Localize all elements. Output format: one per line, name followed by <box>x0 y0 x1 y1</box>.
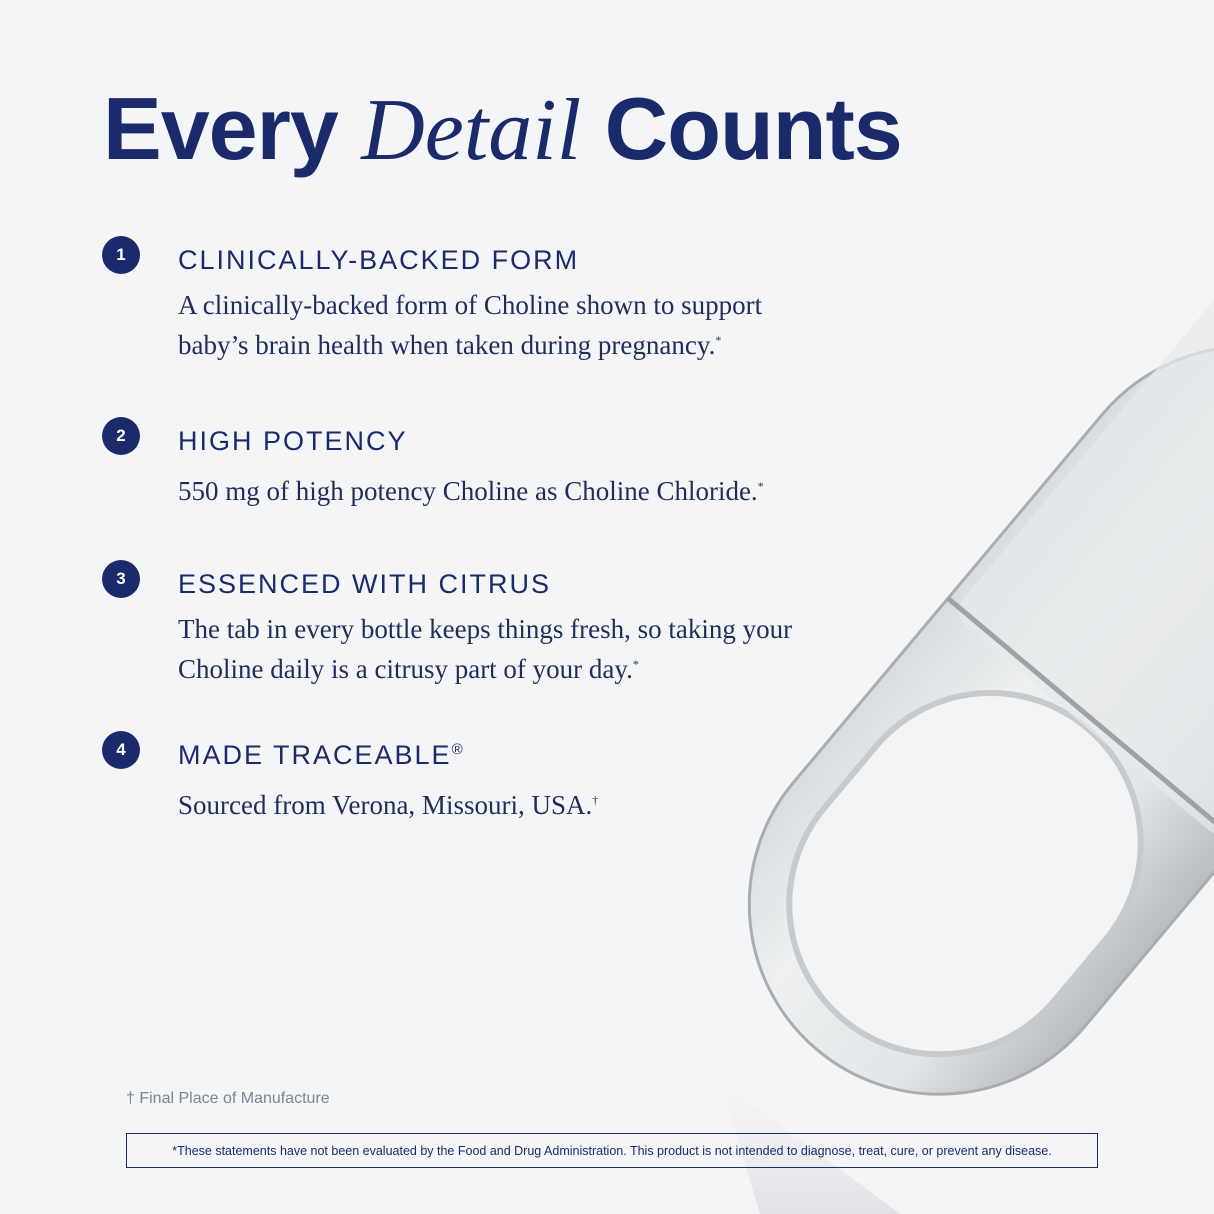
feature-body: Sourced from Verona, Missouri, USA.† <box>178 790 599 820</box>
page-title: Every Detail Counts <box>103 78 903 181</box>
feature-title: CLINICALLY-BACKED FORM <box>178 245 580 275</box>
title-part-1: Every <box>103 79 362 178</box>
title-italic: Detail <box>361 82 582 179</box>
footnote: † Final Place of Manufacture <box>126 1090 330 1107</box>
feature-title: ESSENCED WITH CITRUS <box>178 569 552 599</box>
fda-disclaimer: *These statements have not been evaluate… <box>126 1133 1098 1168</box>
feature-body: The tab in every bottle keeps things fre… <box>178 614 793 684</box>
number-badge: 1 <box>102 236 140 274</box>
feature-body: A clinically-backed form of Choline show… <box>178 290 763 360</box>
number-badge: 4 <box>102 731 140 769</box>
feature-title: MADE TRACEABLE® <box>178 740 463 770</box>
number-badge: 3 <box>102 560 140 598</box>
feature-body: 550 mg of high potency Choline as Cholin… <box>178 476 764 506</box>
number-badge: 2 <box>102 417 140 455</box>
title-part-2: Counts <box>581 79 903 178</box>
feature-title: HIGH POTENCY <box>178 426 408 456</box>
